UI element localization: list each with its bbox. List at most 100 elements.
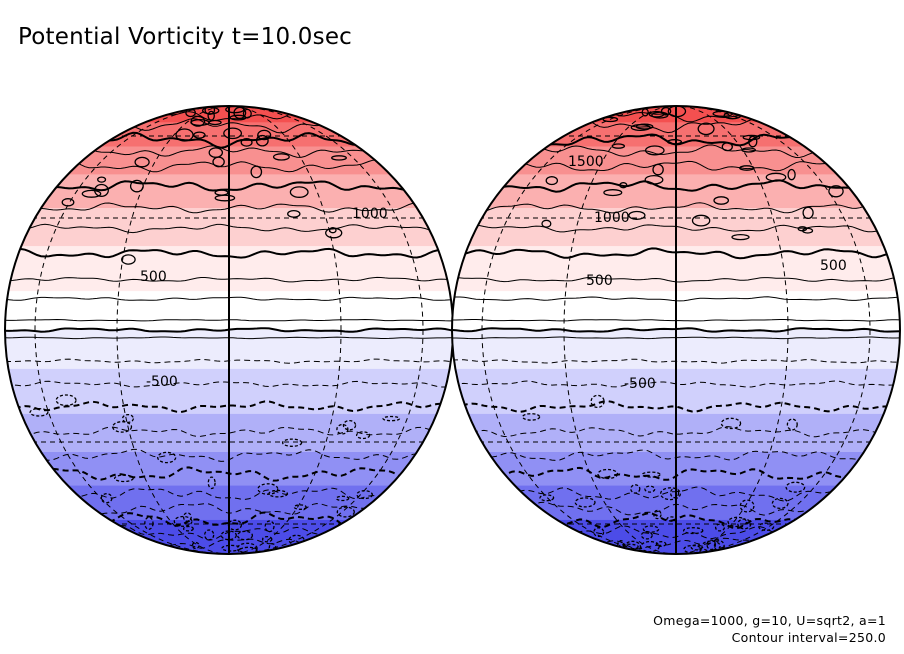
contour-eddy [121, 254, 136, 265]
contour-eddy [748, 135, 758, 148]
contour-eddy [207, 110, 215, 121]
contour-eddy [29, 407, 49, 417]
contour-eddy [144, 516, 154, 530]
contour-eddy [356, 490, 373, 500]
contour-eddy [97, 176, 107, 183]
contour-eddy [208, 119, 222, 126]
contour-eddy [731, 233, 750, 241]
contour-eddy [630, 484, 641, 494]
contour-labels-left: 1000 500 -500 [140, 206, 388, 390]
contour-eddy [697, 122, 715, 136]
contour-eddy [335, 495, 350, 502]
contour-eddy [683, 544, 702, 554]
contour-eddy [653, 509, 662, 520]
contour-eddy [655, 541, 667, 547]
contour-eddy [669, 487, 680, 499]
contour-eddy [100, 493, 113, 504]
contour-label: 500 [140, 269, 167, 285]
contour-eddy [682, 527, 704, 535]
contour-eddy [223, 127, 243, 140]
contour-eddy [642, 525, 660, 533]
contour-eddy [214, 189, 229, 196]
contour-eddy [714, 523, 726, 532]
contour-eddy [261, 535, 273, 543]
contour-eddy [190, 115, 206, 127]
contour-eddy [257, 129, 272, 141]
contour-interval-text: Contour interval=250.0 [731, 630, 886, 645]
contour-eddy [611, 143, 626, 149]
contour-label: -500 [624, 376, 656, 392]
contour-line [5, 426, 453, 438]
contour-eddy [739, 499, 755, 513]
contour-eddy [644, 174, 664, 185]
contour-eddy [204, 529, 215, 541]
contour-label: 500 [586, 273, 613, 289]
contour-eddy [264, 520, 275, 533]
contour-eddy [628, 210, 646, 220]
contour-eddy [713, 196, 730, 205]
contour-eddy [539, 494, 555, 502]
contour-eddy [221, 544, 242, 552]
contour-eddy [574, 497, 596, 508]
contour-eddy [239, 546, 258, 554]
contour-label: 1500 [568, 154, 604, 170]
contour-line [5, 400, 453, 414]
contour-eddy [157, 451, 177, 464]
contour-eddy [129, 179, 144, 193]
contour-eddy [255, 134, 269, 147]
contour-eddy [336, 423, 349, 435]
contour-eddy [382, 415, 401, 422]
contour-eddy [281, 438, 303, 447]
contour-eddy [720, 417, 742, 430]
contour-eddy [652, 163, 664, 176]
contour-eddy [644, 145, 665, 156]
contour-eddy [250, 165, 263, 179]
contour-eddy [193, 131, 206, 139]
contour-labels-right: 1500 1000 500 500 -500 [568, 154, 847, 392]
contour-eddy [112, 421, 133, 433]
contour-eddy [336, 506, 355, 518]
globe-left: 1000 500 -500 [4, 105, 454, 555]
contour-eddy [742, 134, 761, 141]
contour-eddy [521, 413, 541, 421]
figure-footer: Omega=1000, g=10, U=sqrt2, a=1 Contour i… [653, 612, 886, 646]
contour-eddy [644, 485, 656, 493]
contour-label: 1000 [594, 210, 630, 226]
contour-label: -500 [146, 374, 178, 390]
contour-eddy [121, 413, 135, 424]
contour-eddy [220, 530, 237, 541]
contour-eddy [182, 512, 192, 523]
contour-eddy [134, 156, 150, 168]
contour-eddy [593, 527, 605, 538]
contour-eddy [758, 522, 775, 531]
contour-eddy [739, 165, 755, 171]
contour-eddy [635, 123, 654, 130]
contour-eddy [666, 139, 683, 145]
contour-eddy [289, 186, 309, 198]
contour-eddy [727, 516, 748, 528]
contour-eddy [787, 168, 796, 181]
contour-eddy [331, 155, 347, 161]
contour-eddy [603, 189, 623, 197]
contour-eddy [242, 108, 252, 119]
contour-eddy [328, 227, 337, 234]
parameters-text: Omega=1000, g=10, U=sqrt2, a=1 [653, 613, 886, 628]
contour-eddy [342, 419, 357, 431]
figure-title: Potential Vorticity t=10.0sec [18, 24, 353, 50]
contour-eddy [602, 116, 619, 123]
contour-eddy [651, 111, 669, 119]
contour-eddy [257, 483, 279, 495]
contour-eddy [175, 128, 194, 142]
contour-eddy [597, 468, 619, 480]
contour-eddy [287, 209, 301, 218]
contour-eddy [691, 214, 711, 227]
contour-eddy [802, 206, 814, 220]
contour-eddy [212, 156, 225, 168]
contour-label: 1000 [352, 206, 388, 222]
contour-eddy [541, 219, 552, 228]
contour-eddy [182, 525, 194, 532]
contour-eddy [207, 476, 216, 490]
contour-eddy [355, 431, 371, 440]
contour-eddy [191, 541, 200, 550]
